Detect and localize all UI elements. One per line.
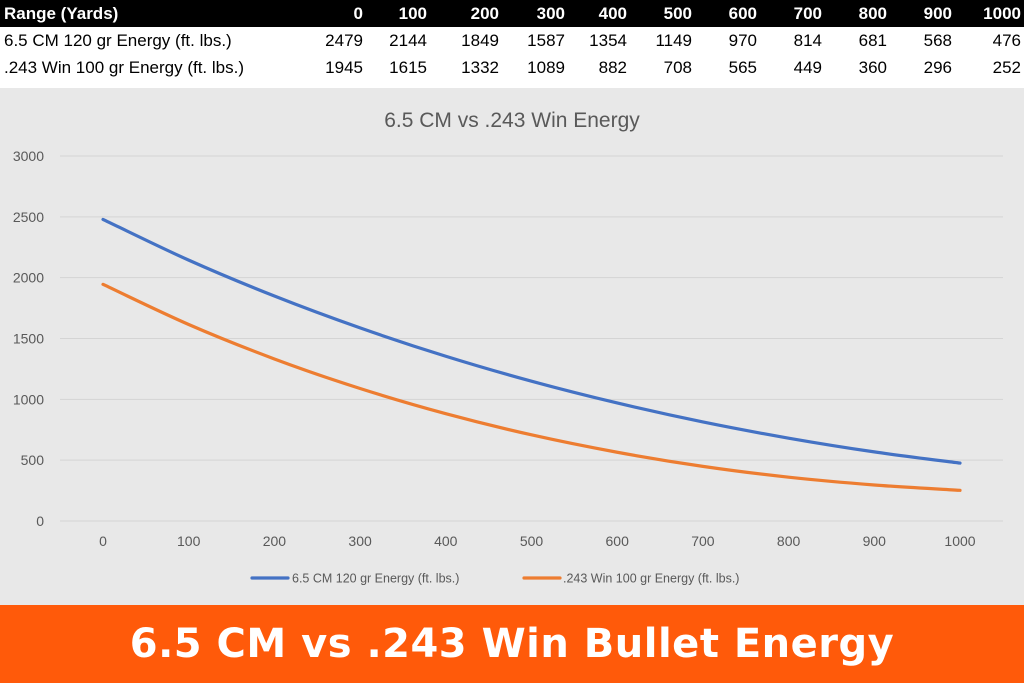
title-banner: 6.5 CM vs .243 Win Bullet Energy (0, 605, 1024, 683)
table-header-cell: 1000 (983, 3, 1021, 23)
x-tick-label: 900 (863, 533, 887, 549)
table-header-row: Range (Yards) 0 100 200 300 400 500 600 … (0, 0, 1024, 28)
x-tick-label: 800 (777, 533, 801, 549)
y-tick-label: 2500 (13, 209, 44, 225)
y-tick-label: 1500 (13, 331, 44, 347)
x-tick-label: 600 (606, 533, 630, 549)
table-header-cell: 100 (398, 3, 427, 23)
x-tick-label: 500 (520, 533, 544, 549)
table-header-cell: 300 (536, 3, 565, 23)
table-header-cell: 700 (793, 3, 822, 23)
table-cell: 970 (695, 27, 760, 55)
gridlines (60, 155, 1003, 522)
table-header-cell: 800 (858, 3, 887, 23)
banner-title: 6.5 CM vs .243 Win Bullet Energy (129, 621, 895, 667)
table-cell: 568 (890, 27, 955, 55)
table-row-65cm: 6.5 CM 120 gr Energy (ft. lbs.) 2479 214… (0, 27, 1024, 55)
x-tick-label: 1000 (944, 533, 975, 549)
table-cell: 2479 (290, 27, 366, 55)
table-cell: 1945 (290, 54, 366, 82)
row-label: 6.5 CM 120 gr Energy (ft. lbs.) (0, 27, 290, 55)
x-tick-label: 700 (691, 533, 715, 549)
table-header-cell: 200 (470, 3, 499, 23)
y-tick-label: 0 (36, 513, 44, 529)
x-tick-label: 300 (348, 533, 372, 549)
table-header-cell: 0 (353, 3, 363, 23)
table-cell: 1149 (630, 27, 695, 55)
table-cell: 814 (760, 27, 825, 55)
table-cell: 449 (760, 54, 825, 82)
table-cell: 708 (630, 54, 695, 82)
table-cell: 2144 (366, 27, 430, 55)
y-tick-label: 3000 (13, 148, 44, 164)
table-header-cell: 500 (663, 3, 692, 23)
x-tick-label: 100 (177, 533, 201, 549)
table-cell: 252 (955, 54, 1024, 82)
table-cell: 1587 (502, 27, 568, 55)
chart-legend: 6.5 CM 120 gr Energy (ft. lbs.) .243 Win … (250, 572, 739, 586)
table-header-label: Range (Yards) (4, 3, 119, 23)
table-cell: 1849 (430, 27, 502, 55)
y-axis-ticks: 0 500 1000 1500 2000 2500 3000 (13, 148, 44, 529)
table-cell: 565 (695, 54, 760, 82)
chart-title: 6.5 CM vs .243 Win Energy (384, 109, 640, 132)
series-line-0 (101, 217, 962, 465)
y-tick-label: 500 (21, 452, 45, 468)
series-lines (101, 217, 962, 492)
table-header-cell: 400 (598, 3, 627, 23)
table-cell: 476 (955, 27, 1024, 55)
legend-label: 6.5 CM 120 gr Energy (ft. lbs.) (292, 572, 459, 586)
x-tick-label: 0 (99, 533, 107, 549)
table-cell: 882 (568, 54, 630, 82)
table-header-cell: 900 (923, 3, 952, 23)
energy-data-table: Range (Yards) 0 100 200 300 400 500 600 … (0, 0, 1024, 82)
x-axis-ticks: 0 100 200 300 400 500 600 700 800 900 1000 (99, 533, 976, 549)
x-tick-label: 200 (263, 533, 287, 549)
table-cell: 1615 (366, 54, 430, 82)
x-tick-label: 400 (434, 533, 458, 549)
y-tick-label: 2000 (13, 270, 44, 286)
table-cell: 681 (825, 27, 890, 55)
table-cell: 1354 (568, 27, 630, 55)
table-row-243win: .243 Win 100 gr Energy (ft. lbs.) 1945 1… (0, 54, 1024, 82)
row-label: .243 Win 100 gr Energy (ft. lbs.) (0, 54, 290, 82)
energy-line-chart: 0 500 1000 1500 2000 2500 3000 0 100 200 300 400 50… (13, 109, 1003, 586)
table-cell: 360 (825, 54, 890, 82)
chart-area: 0 500 1000 1500 2000 2500 3000 0 100 200 300 400 50… (0, 88, 1024, 605)
table-cell: 1332 (430, 54, 502, 82)
table-cell: 1089 (502, 54, 568, 82)
series-line-1 (101, 282, 962, 492)
table-cell: 296 (890, 54, 955, 82)
legend-label: .243 Win 100 gr Energy (ft. lbs.) (563, 572, 739, 586)
table-header-cell: 600 (728, 3, 757, 23)
y-tick-label: 1000 (13, 391, 44, 407)
